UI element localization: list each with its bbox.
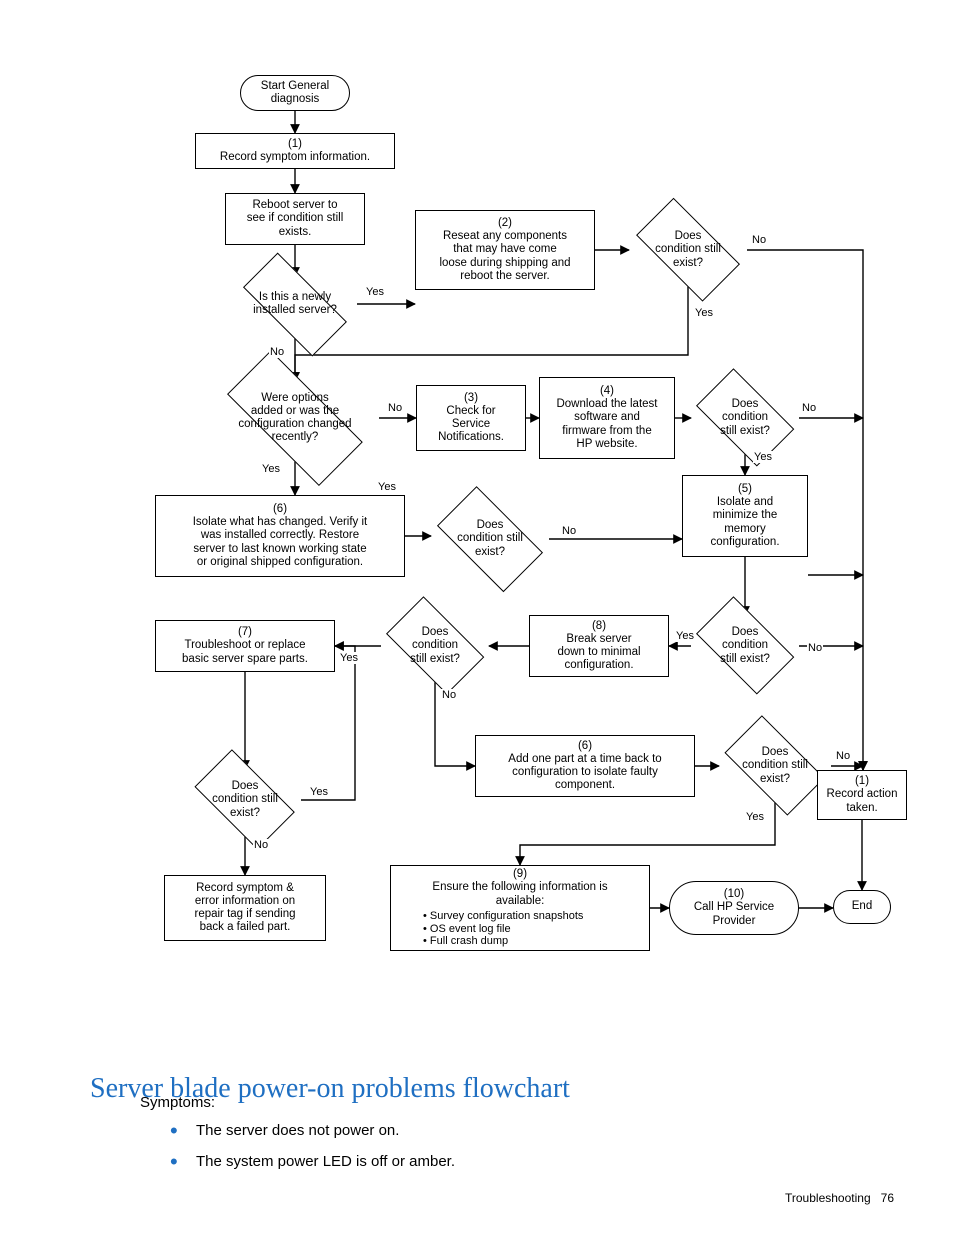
edge-label: No xyxy=(441,689,457,701)
edge-label: No xyxy=(269,346,285,358)
flowchart-node-d_new: Is this a newly installed server? xyxy=(227,270,363,338)
edge-label: Yes xyxy=(745,811,765,823)
flowchart-node-p7: (7) Troubleshoot or replace basic server… xyxy=(155,620,335,672)
edge-label: No xyxy=(751,234,767,246)
edge-label: Yes xyxy=(365,286,385,298)
flowchart-canvas: Start General diagnosis (1) Record sympto… xyxy=(145,75,880,1030)
flowchart-node-p_reboot: Reboot server to see if condition still … xyxy=(225,193,365,245)
flowchart-node-p6b: (6) Add one part at a time back to confi… xyxy=(475,735,695,797)
footer-section: Troubleshooting xyxy=(785,1191,871,1205)
flowchart-node-d_c7: Does condition still exist? xyxy=(183,763,307,837)
edge-label: Yes xyxy=(261,463,281,475)
edge-label: No xyxy=(835,750,851,762)
symptoms-list: The server does not power on. The system… xyxy=(170,1122,455,1184)
page: Start General diagnosis (1) Record sympto… xyxy=(0,0,954,1235)
flowchart-node-d_c1: Does condition still exist? xyxy=(623,213,753,287)
flowchart-node-p8: (8) Break server down to minimal configu… xyxy=(529,615,669,677)
flowchart-node-end: End xyxy=(833,890,891,924)
edge-label: No xyxy=(801,402,817,414)
flowchart-node-d_c3: Does condition still exist? xyxy=(425,500,555,578)
flowchart-node-p5: (5) Isolate and minimize the memory conf… xyxy=(682,475,808,557)
edge-label: Yes xyxy=(694,307,714,319)
flowchart-node-p1: (1) Record symptom information. xyxy=(195,133,395,169)
flowchart-node-p6: (6) Isolate what has changed. Verify it … xyxy=(155,495,405,577)
edge-label: No xyxy=(253,839,269,851)
list-item: The server does not power on. xyxy=(170,1122,455,1139)
edge-label: No xyxy=(387,402,403,414)
edge-label: Yes xyxy=(675,630,695,642)
flowchart-node-p4: (4) Download the latest software and fir… xyxy=(539,377,675,459)
edge-label: No xyxy=(561,525,577,537)
edge-label: Yes xyxy=(339,652,359,664)
flowchart-node-p_rec: Record symptom & error information on re… xyxy=(164,875,326,941)
flowchart-node-p3: (3) Check for Service Notifications. xyxy=(416,385,526,451)
edge-label: No xyxy=(807,642,823,654)
flowchart-node-d_opt: Were options added or was the configurat… xyxy=(205,375,385,461)
list-item: The system power LED is off or amber. xyxy=(170,1153,455,1170)
flowchart-node-p9: (9) Ensure the following information is … xyxy=(390,865,650,951)
edge-label: Yes xyxy=(753,451,773,463)
footer-page-number: 76 xyxy=(881,1191,894,1205)
flowchart-node-d_c5: Does condition still exist? xyxy=(685,609,805,683)
edge-label: Yes xyxy=(377,481,397,493)
flowchart-node-start: Start General diagnosis xyxy=(240,75,350,111)
flowchart-node-p10: (10) Call HP Service Provider xyxy=(669,881,799,935)
page-footer: Troubleshooting 76 xyxy=(785,1191,894,1205)
flowchart-node-d_c2: Does condition still exist? xyxy=(685,381,805,455)
edge-label: Yes xyxy=(309,786,329,798)
symptoms-label: Symptoms: xyxy=(140,1094,215,1111)
flowchart-node-d_c4: Does condition still exist? xyxy=(375,609,495,683)
flowchart-node-p2: (2) Reseat any components that may have … xyxy=(415,210,595,290)
flowchart-node-p_action: (1) Record action taken. xyxy=(817,770,907,820)
